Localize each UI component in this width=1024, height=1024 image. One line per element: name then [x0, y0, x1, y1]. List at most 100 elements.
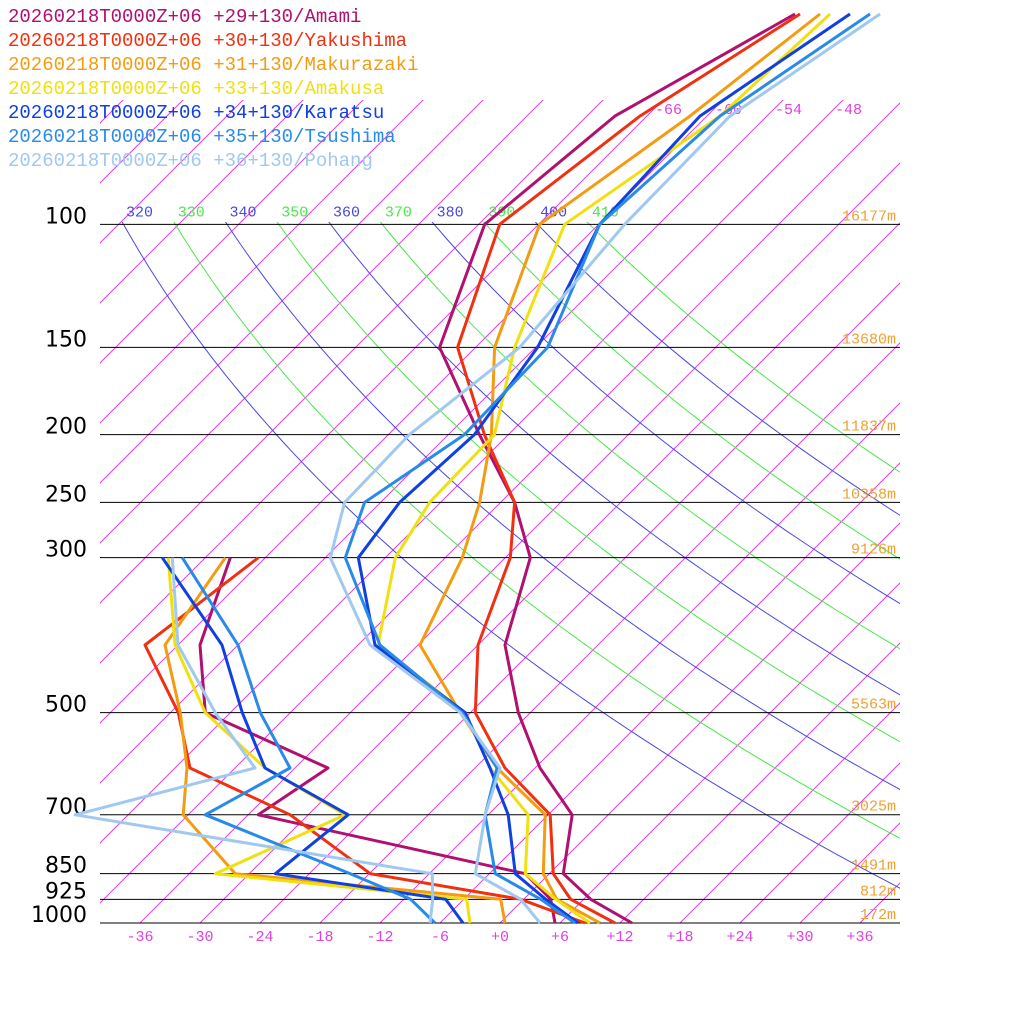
isentrope-label: 320	[126, 204, 153, 221]
isotherm	[799, 822, 900, 923]
pressure-label: 1000	[31, 903, 87, 928]
legend-entry: 20260218T0000Z+06 +30+130/Yakushima	[8, 30, 407, 52]
isentrope-label: 370	[385, 204, 412, 221]
temperature-line	[328, 12, 881, 924]
pressure-label: 500	[45, 693, 87, 718]
isotherm	[100, 100, 544, 544]
isotherm	[100, 102, 900, 904]
height-label: 812m	[860, 883, 896, 900]
pressure-label: 100	[45, 204, 87, 229]
dewpoint-line	[181, 556, 437, 925]
pressure-label: 925	[45, 879, 87, 904]
isotherm	[739, 762, 900, 923]
isotherm	[259, 282, 900, 923]
isotherm	[319, 342, 900, 923]
isotherm	[559, 582, 900, 923]
isotherm	[100, 100, 784, 784]
isotherm	[100, 100, 184, 184]
isotherm-label: -54	[775, 102, 802, 119]
isotherm	[499, 522, 900, 923]
isotherm	[100, 100, 484, 484]
temperature-line	[456, 12, 801, 925]
isentrope	[276, 222, 900, 743]
isentrope-label: 380	[437, 204, 464, 221]
pressure-label: 250	[45, 482, 87, 507]
pressure-label: 200	[45, 415, 87, 440]
x-tick-label: +0	[491, 929, 509, 946]
temperature-line	[343, 12, 871, 925]
isentrope-label: 330	[178, 204, 205, 221]
height-label: 13680m	[842, 331, 896, 348]
legend-entry: 20260218T0000Z+06 +36+130/Pohang	[8, 150, 373, 172]
isotherm	[439, 462, 900, 923]
temperature-line	[418, 12, 821, 925]
height-label: 172m	[860, 907, 896, 924]
x-tick-label: -18	[306, 929, 333, 946]
x-tick-label: +6	[551, 929, 569, 946]
adiabats	[121, 222, 900, 889]
legend-entry: 20260218T0000Z+06 +31+130/Makurazaki	[8, 54, 418, 76]
x-tick-label: -36	[126, 929, 153, 946]
legend-entry: 20260218T0000Z+06 +29+130/Amami	[8, 6, 361, 28]
isentrope	[534, 222, 900, 516]
isotherm-label: -48	[835, 102, 862, 119]
dewpoint-line	[161, 556, 465, 924]
height-label: 5563m	[851, 697, 896, 714]
isotherm	[100, 100, 364, 364]
isentrope-label: 360	[333, 204, 360, 221]
temperature-line	[438, 12, 796, 925]
dewpoint-line	[143, 556, 586, 925]
isotherm	[100, 100, 604, 604]
dewpoint-line	[198, 557, 557, 924]
isotherm	[100, 100, 724, 724]
x-tick-label: -24	[246, 929, 273, 946]
legend-entry: 20260218T0000Z+06 +33+130/Amakusa	[8, 78, 384, 100]
isotherm	[100, 100, 844, 844]
isotherm	[139, 162, 900, 923]
isotherm	[619, 642, 900, 923]
x-tick-label: +30	[786, 929, 813, 946]
x-tick-label: +18	[666, 929, 693, 946]
x-tick-label: -6	[431, 929, 449, 946]
height-label: 16177m	[842, 208, 896, 225]
dewpoint-line	[166, 557, 472, 924]
legend-entry: 20260218T0000Z+06 +34+130/Karatsu	[8, 102, 384, 124]
isotherm	[679, 702, 900, 923]
pressure-label: 150	[45, 327, 87, 352]
isotherm	[379, 402, 900, 923]
isentrope	[586, 222, 900, 473]
isotherm	[100, 100, 244, 244]
dewpoint-line	[73, 557, 435, 924]
isentrope-label: 340	[230, 204, 257, 221]
height-label: 9126m	[851, 542, 896, 559]
legend-entry: 20260218T0000Z+06 +35+130/Tsushima	[8, 126, 396, 148]
isotherm-label: -66	[655, 102, 682, 119]
temperature-line	[356, 12, 851, 925]
isotherms	[100, 100, 900, 923]
x-tick-label: +24	[726, 929, 753, 946]
temperature-line	[376, 12, 832, 925]
height-label: 10358m	[842, 486, 896, 503]
isotherm	[100, 100, 304, 304]
isentrope	[328, 222, 900, 696]
height-label: 3025m	[851, 799, 896, 816]
isotherm	[100, 100, 424, 424]
height-label: 1491m	[851, 858, 896, 875]
x-tick-label: -30	[186, 929, 213, 946]
isentrope	[379, 222, 900, 650]
x-tick-label: -12	[366, 929, 393, 946]
pressure-label: 850	[45, 854, 87, 879]
isentrope	[431, 222, 900, 605]
plot: 20260218T0000Z+06 +29+130/Amami20260218T…	[8, 6, 900, 946]
isentrope-label: 410	[592, 204, 619, 221]
x-tick-label: +12	[606, 929, 633, 946]
isentrope	[224, 222, 900, 791]
x-tick-label: +36	[846, 929, 873, 946]
height-label: 11837m	[842, 419, 896, 436]
isotherm	[199, 222, 900, 923]
isentrope	[483, 222, 900, 560]
isentrope-label: 350	[281, 204, 308, 221]
pressure-label: 300	[45, 538, 87, 563]
dewpoint-line	[163, 556, 507, 924]
